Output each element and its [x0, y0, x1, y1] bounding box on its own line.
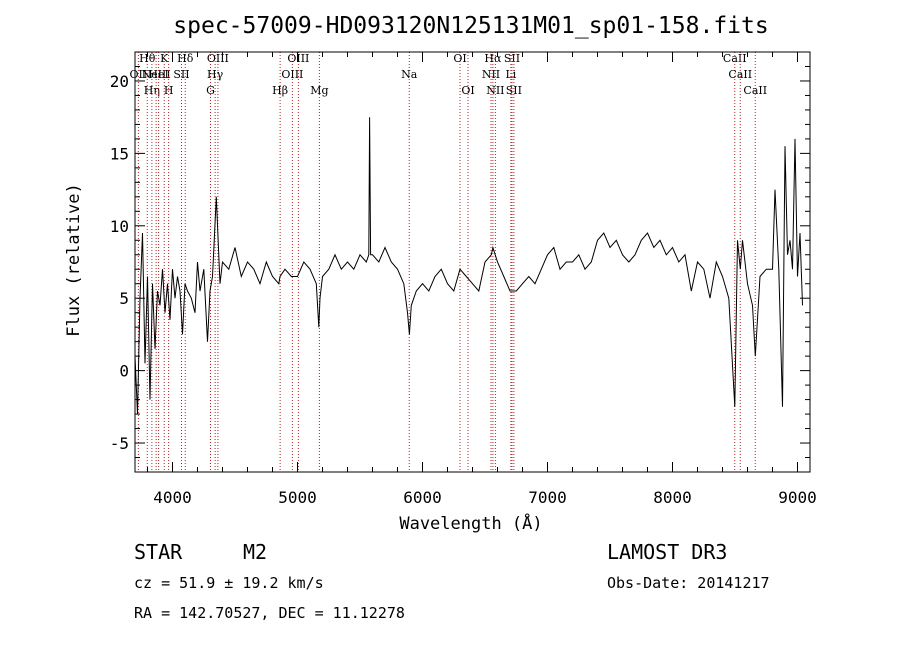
line-marker-label-26: CaII: [728, 68, 752, 81]
x-tick-label-1: 5000: [278, 488, 317, 507]
line-marker-label-0: OII: [130, 68, 148, 81]
x-axis-label: Wavelength (Å): [399, 512, 542, 534]
line-marker-label-21: NII: [486, 84, 504, 97]
chart-title: spec-57009-HD093120N125131M01_sp01-158.f…: [173, 13, 768, 39]
redshift-velocity: cz = 51.9 ± 19.2 km/s: [134, 574, 324, 592]
line-marker-label-24: SII: [506, 84, 522, 97]
line-marker-label-19: NII: [482, 68, 500, 81]
y-tick-label-4: 15: [110, 144, 129, 163]
series-line-flux: [134, 117, 803, 415]
x-tick-label-0: 4000: [153, 488, 192, 507]
y-tick-label-5: 20: [110, 72, 129, 91]
y-tick-label-0: -5: [110, 434, 129, 453]
line-marker-label-27: CaII: [743, 84, 767, 97]
line-marker-label-16: Na: [401, 68, 418, 81]
line-marker-label-6: H: [164, 84, 174, 97]
x-tick-label-5: 9000: [778, 488, 817, 507]
observation-date: Obs-Date: 20141217: [607, 574, 770, 592]
x-tick-label-2: 6000: [403, 488, 442, 507]
y-axis-label: Flux (relative): [64, 183, 84, 337]
emission-line-markers: OIIHθHηNeIIIHeIKHSIIHδGHγOIIIHβOIIIOIIIM…: [130, 52, 767, 472]
survey-name: LAMOST DR3: [607, 540, 728, 564]
line-marker-label-15: Mg: [310, 84, 328, 97]
line-marker-label-22: Li: [505, 68, 516, 81]
line-marker-label-11: OIII: [207, 52, 229, 65]
line-marker-label-14: OIII: [287, 52, 309, 65]
line-marker-label-13: OIII: [281, 68, 303, 81]
object-subclass: M2: [243, 540, 268, 564]
line-marker-label-4: HeI: [148, 68, 168, 81]
line-marker-label-18: OI: [461, 84, 474, 97]
axis-ticks: 4000 5000 6000 7000 8000 9000 -5 0 5 10 15 20: [110, 52, 817, 507]
y-tick-label-3: 10: [110, 217, 129, 236]
x-tick-label-4: 8000: [653, 488, 692, 507]
y-tick-label-2: 5: [119, 289, 129, 308]
line-marker-label-7: SII: [173, 68, 189, 81]
line-marker-label-12: Hβ: [272, 84, 288, 97]
line-marker-label-8: Hδ: [177, 52, 194, 65]
line-marker-label-23: SII: [504, 52, 520, 65]
x-tick-label-3: 7000: [528, 488, 567, 507]
plot-area: [134, 117, 803, 415]
line-marker-label-17: OI: [453, 52, 466, 65]
line-marker-label-2: Hη: [144, 84, 160, 97]
line-marker-label-3: NeIII: [142, 68, 171, 81]
plot-frame: [134, 51, 811, 473]
line-marker-label-5: K: [160, 52, 169, 65]
y-tick-label-1: 0: [119, 362, 129, 381]
ra-dec-coordinates: RA = 142.70527, DEC = 11.12278: [134, 604, 405, 622]
line-marker-label-9: G: [206, 84, 215, 97]
object-class: STAR: [134, 540, 183, 564]
line-marker-label-10: Hγ: [207, 68, 224, 81]
line-marker-label-20: Hα: [484, 52, 502, 65]
line-marker-label-25: CaII: [723, 52, 747, 65]
